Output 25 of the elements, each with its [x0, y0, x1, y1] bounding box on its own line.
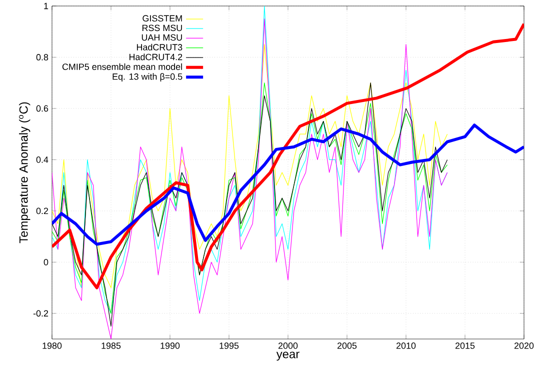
legend-label: UAH MSU: [142, 34, 182, 41]
x-tick-label: 2010: [396, 342, 416, 349]
y-axis-title: Temperature Anomaly ($^{o}$C): [19, 102, 30, 244]
legend-label: GISSTEM: [142, 15, 182, 22]
legend-label: CMIP5 ensemble mean model: [62, 63, 182, 70]
legend-label: RSS MSU: [142, 24, 182, 32]
x-tick-label: 2005: [337, 342, 357, 349]
y-tick-label: 0.8: [36, 54, 48, 60]
y-tick-label: 0.2: [36, 208, 48, 214]
y-tick-label: 0.4: [36, 156, 48, 163]
legend-label: Eq. 13 with β=0.5: [112, 73, 182, 82]
y-tick-label: -0.2: [33, 310, 48, 317]
x-axis-title: year: [276, 352, 300, 361]
x-tick-label: 1980: [42, 342, 62, 349]
x-tick-label: 1985: [102, 342, 121, 349]
x-tick-label: 2015: [455, 342, 475, 349]
legend-label: HadCRUT4.2: [130, 54, 182, 60]
x-tick-label: 1990: [160, 342, 180, 349]
legend-label: HadCRUT3: [136, 44, 182, 50]
y-tick-label: 0.6: [36, 105, 48, 112]
y-tick-label: 0: [44, 258, 48, 266]
y-tick-label: 1: [44, 2, 48, 10]
x-tick-label: 2020: [514, 342, 534, 349]
x-tick-label: 1995: [220, 342, 239, 349]
x-tick-label: 2000: [278, 342, 298, 349]
